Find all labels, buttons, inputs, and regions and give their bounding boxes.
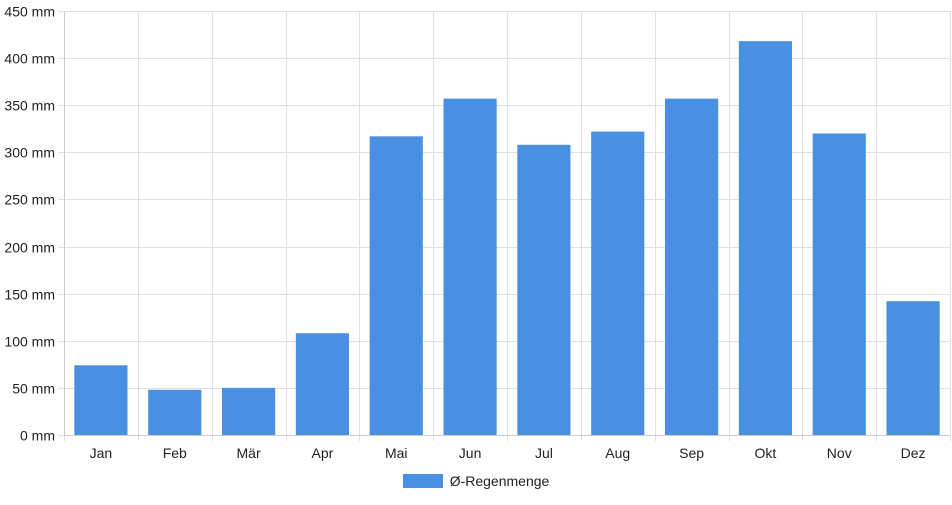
y-tick-label: 200 mm	[4, 240, 55, 256]
y-tick-label: 100 mm	[4, 334, 55, 350]
bar	[517, 144, 571, 435]
y-tick-label: 150 mm	[4, 287, 55, 303]
bar	[295, 333, 349, 435]
bar	[886, 301, 940, 435]
bar	[222, 387, 276, 435]
legend-label: Ø-Regenmenge	[449, 473, 550, 489]
y-tick-label: 300 mm	[4, 145, 55, 161]
x-tick-label: Jul	[535, 445, 553, 461]
x-tick-label: Okt	[755, 445, 777, 461]
x-tick-label: Jan	[90, 445, 113, 461]
bar	[738, 41, 792, 435]
x-tick-label: Aug	[605, 445, 630, 461]
bar	[369, 136, 423, 435]
bar	[443, 98, 497, 436]
bar	[665, 98, 719, 436]
x-tick-label: Apr	[312, 445, 334, 461]
y-tick-label: 250 mm	[4, 192, 55, 208]
y-tick-label: 450 mm	[4, 4, 55, 20]
bar	[812, 133, 866, 435]
x-tick-label: Nov	[827, 445, 852, 461]
bar	[74, 365, 128, 435]
x-tick-label: Feb	[163, 445, 187, 461]
bar	[148, 389, 202, 435]
y-tick-label: 400 mm	[4, 51, 55, 67]
legend: Ø-Regenmenge	[0, 473, 952, 489]
x-tick-label: Mai	[385, 445, 408, 461]
bar	[591, 131, 645, 436]
legend-swatch	[402, 474, 443, 488]
x-tick-label: Jun	[459, 445, 482, 461]
x-tick-label: Mär	[237, 445, 261, 461]
y-tick-label: 350 mm	[4, 98, 55, 114]
x-tick-label: Dez	[901, 445, 926, 461]
y-tick-label: 50 mm	[12, 381, 55, 397]
y-tick-label: 0 mm	[20, 428, 55, 444]
x-tick-label: Sep	[679, 445, 704, 461]
